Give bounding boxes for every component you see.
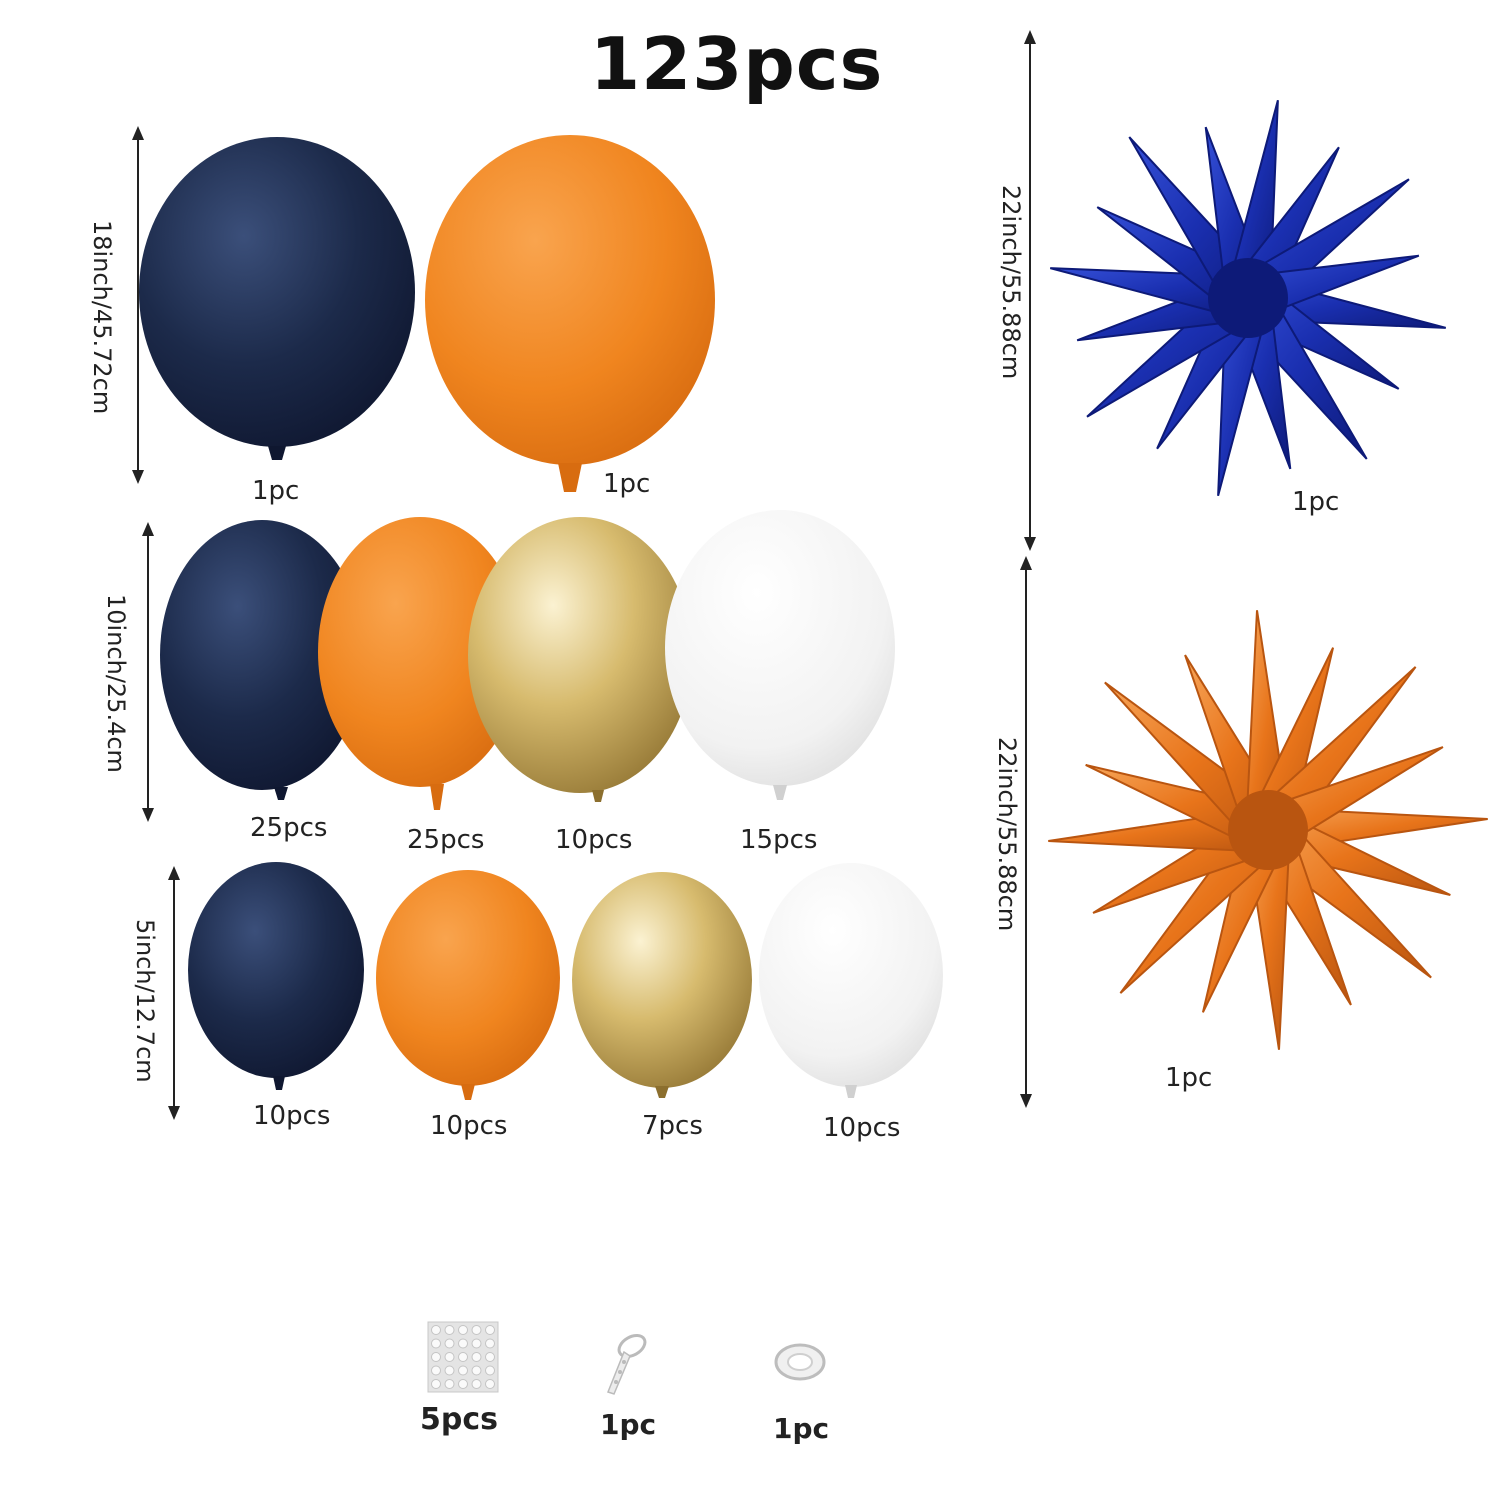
glue-dot <box>485 1352 495 1362</box>
glue-dot <box>471 1338 482 1349</box>
glue-dot <box>431 1338 441 1349</box>
glue-dot <box>444 1325 455 1335</box>
starburst-royal-blue <box>1024 30 1447 551</box>
balloon-navy-5inch <box>188 862 364 1090</box>
qty-orange-18inch: 1pc <box>603 469 651 499</box>
qty-navy-10inch: 25pcs <box>250 813 328 843</box>
size-label-10inch: 10inch/25.4cm <box>102 594 130 773</box>
glue-dot <box>458 1365 468 1376</box>
balloon-strip-tape-icon <box>607 1334 647 1395</box>
glue-dot <box>431 1365 441 1376</box>
glue-dot <box>471 1352 482 1362</box>
qty-strip-tape: 1pc <box>600 1408 657 1441</box>
size-label-5inch: 5inch/12.7cm <box>131 919 159 1083</box>
glue-dot <box>485 1338 495 1349</box>
balloon-white-5inch <box>759 863 943 1098</box>
glue-dot <box>444 1379 455 1389</box>
row-10inch <box>142 510 895 822</box>
starburst-orange <box>1020 556 1488 1108</box>
qty-orange-5inch: 10pcs <box>430 1111 508 1141</box>
qty-ribbon: 1pc <box>773 1412 830 1445</box>
qty-orange-10inch: 25pcs <box>407 825 485 855</box>
glue-dot <box>471 1379 482 1389</box>
glue-dot <box>471 1325 482 1335</box>
balloon-orange-5inch <box>376 870 560 1100</box>
balloon-gold-5inch <box>572 872 752 1098</box>
qty-white-5inch: 10pcs <box>823 1113 901 1143</box>
balloon-orange-10inch <box>318 517 522 810</box>
total-count-title: 123pcs <box>590 22 884 106</box>
glue-dot <box>444 1338 455 1349</box>
glue-dot <box>485 1365 495 1376</box>
glue-dot <box>458 1379 468 1389</box>
glue-dot <box>444 1352 455 1362</box>
qty-white-10inch: 15pcs <box>740 825 818 855</box>
balloon-navy-18inch <box>139 137 415 460</box>
glue-dot <box>485 1379 495 1389</box>
glue-dot <box>431 1379 441 1389</box>
size-label-orange-star: 22inch/55.88cm <box>993 737 1021 932</box>
glue-dot <box>485 1325 495 1335</box>
size-label-blue-star: 22inch/55.88cm <box>997 185 1025 380</box>
balloon-orange-18inch <box>425 135 715 492</box>
qty-glue-dots: 5pcs <box>420 1402 498 1437</box>
glue-dot <box>471 1365 482 1376</box>
qty-gold-5inch: 7pcs <box>642 1111 703 1141</box>
glue-dot <box>431 1325 441 1335</box>
star-center <box>1228 790 1308 870</box>
qty-navy-18inch: 1pc <box>252 476 300 506</box>
ribbon-roll-icon <box>774 1343 826 1381</box>
qty-blue-star: 1pc <box>1292 487 1340 517</box>
balloon-navy-10inch <box>160 520 364 800</box>
qty-gold-10inch: 10pcs <box>555 825 633 855</box>
star-center <box>1208 258 1288 338</box>
row-18inch <box>132 126 715 492</box>
size-label-18inch: 18inch/45.72cm <box>88 220 116 415</box>
glue-dot <box>444 1365 455 1376</box>
qty-navy-5inch: 10pcs <box>253 1101 331 1131</box>
glue-dot <box>458 1325 468 1335</box>
glue-dot <box>458 1352 468 1362</box>
balloon-gold-10inch <box>468 517 692 802</box>
glue-dot <box>431 1352 441 1362</box>
row-5inch <box>168 862 943 1120</box>
balloon-white-10inch <box>665 510 895 800</box>
qty-orange-star: 1pc <box>1165 1063 1213 1093</box>
glue-dot <box>458 1338 468 1349</box>
glue-dots-sheet-icon <box>427 1321 499 1393</box>
